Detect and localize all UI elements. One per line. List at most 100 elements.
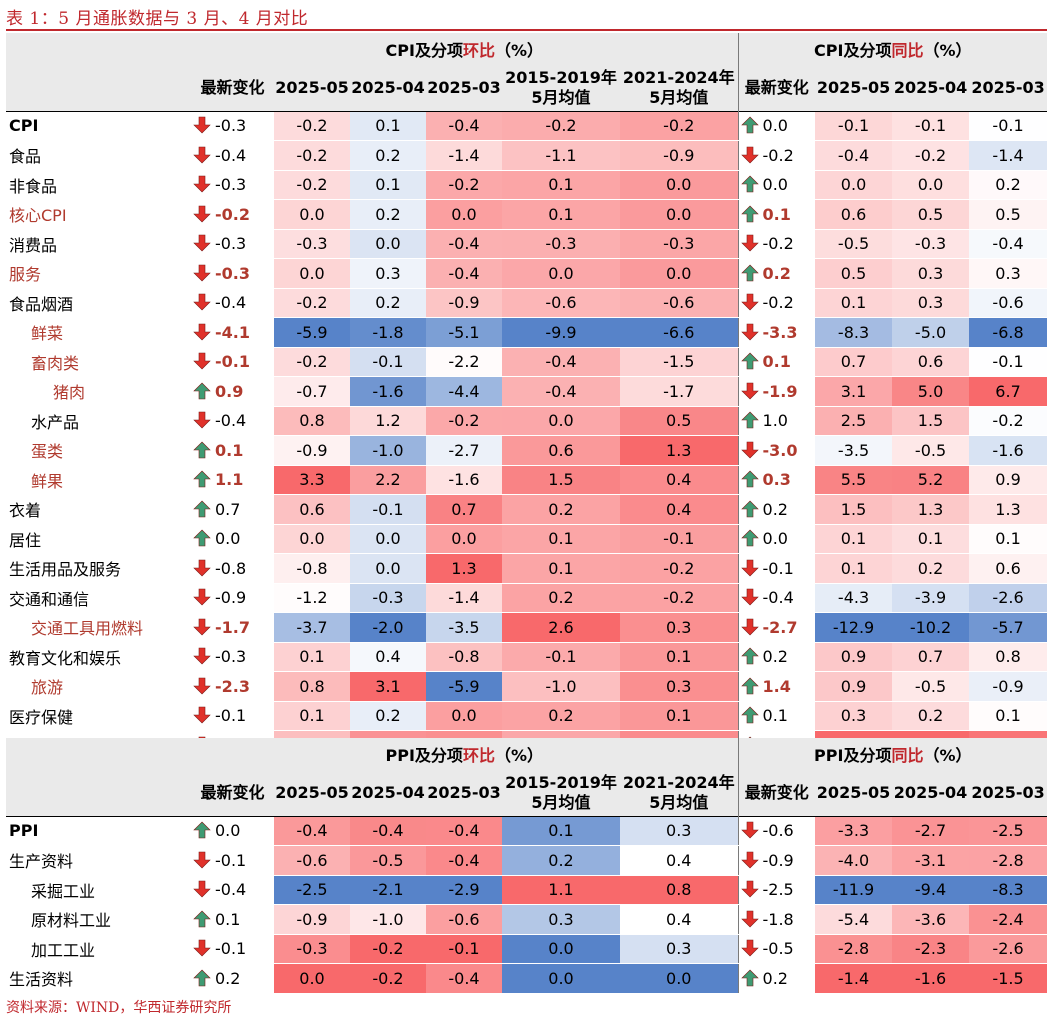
yoy-value-cell: 0.1: [815, 524, 893, 554]
column-header: 最新变化: [191, 770, 274, 816]
mom-value-cell: 0.2: [350, 701, 426, 731]
table-row: 教育文化和娱乐 -0.3 0.1 0.4 -0.8 -0.1 0.1 0.2 0.9 0.7 0.8: [6, 642, 1048, 672]
mom-value-cell: -6.6: [620, 317, 739, 348]
yoy-latest-change: 0.0: [738, 110, 816, 141]
mom-latest-change: -1.7: [191, 612, 274, 643]
yoy-value-cell: 0.6: [892, 347, 970, 377]
yoy-latest-change: -1.8: [738, 904, 816, 935]
mom-value-cell: 0.3: [620, 934, 739, 964]
mom-value-cell: -0.2: [426, 170, 502, 200]
mom-value-cell: -1.7: [620, 376, 739, 407]
mom-latest-change: 0.0: [191, 524, 274, 554]
yoy-value-cell: 5.5: [815, 465, 893, 495]
arrow-down-icon: [740, 382, 759, 400]
column-header: 2015-2019年 5月均值: [502, 770, 620, 816]
mom-value-cell: 1.3: [620, 435, 739, 466]
yoy-value-cell: -8.3: [815, 317, 893, 348]
mom-value-cell: 0.0: [274, 963, 350, 994]
mom-value-cell: -1.1: [502, 140, 620, 171]
mom-value-cell: -0.6: [620, 288, 739, 318]
arrow-up-icon: [193, 500, 211, 518]
yoy-latest-change: 1.4: [738, 671, 816, 702]
mom-value-cell: 0.3: [620, 671, 739, 702]
row-label: 衣着: [6, 494, 191, 525]
arrow-down-icon: [193, 880, 211, 898]
cpi-mom-group-header: CPI及分项环比（%）: [191, 33, 739, 65]
yoy-latest-change: 0.1: [738, 347, 816, 377]
mom-value-cell: -2.5: [274, 875, 350, 905]
yoy-value-cell: -0.2: [969, 406, 1048, 436]
mom-value-cell: 0.1: [350, 110, 426, 141]
mom-value-cell: -0.3: [274, 229, 350, 259]
row-label: 生活用品及服务: [6, 553, 191, 584]
mom-value-cell: 0.2: [502, 845, 620, 876]
mom-latest-change: -2.3: [191, 671, 274, 702]
mom-value-cell: -2.9: [426, 875, 502, 905]
mom-value-cell: 0.0: [502, 258, 620, 289]
mom-value-cell: -0.2: [620, 583, 739, 613]
row-label: 蛋类: [6, 435, 191, 466]
yoy-value-cell: 0.3: [969, 258, 1048, 289]
arrow-down-icon: [193, 588, 211, 606]
mom-value-cell: -0.8: [274, 553, 350, 584]
table-row: 鲜果 1.1 3.3 2.2 -1.6 1.5 0.4 0.3 5.5 5.2 0.9: [6, 465, 1048, 495]
arrow-up-icon: [740, 352, 759, 370]
arrow-down-icon: [740, 821, 759, 839]
row-label: 核心CPI: [6, 199, 191, 230]
mom-latest-change: 0.1: [191, 435, 274, 466]
mom-value-cell: -0.2: [274, 140, 350, 171]
mom-value-cell: 0.0: [502, 406, 620, 436]
yoy-latest-change: 0.1: [738, 701, 816, 731]
mom-value-cell: 0.1: [502, 170, 620, 200]
yoy-value-cell: -0.1: [892, 110, 970, 141]
arrow-down-icon: [193, 411, 211, 429]
arrow-down-icon: [193, 264, 211, 282]
yoy-value-cell: -1.4: [815, 963, 893, 994]
yoy-value-cell: -3.9: [892, 583, 970, 613]
table-row: 水产品 -0.4 0.8 1.2 -0.2 0.0 0.5 1.0 2.5 1.5 -0.2: [6, 406, 1048, 436]
table-row: 鲜菜 -4.1 -5.9 -1.8 -5.1 -9.9 -6.6 -3.3 -8.3 -5.0 -6…: [6, 317, 1048, 348]
yoy-value-cell: 0.9: [815, 671, 893, 702]
mom-value-cell: -0.4: [426, 110, 502, 141]
arrow-up-icon: [740, 647, 759, 665]
mom-value-cell: -0.2: [274, 110, 350, 141]
row-label: 鲜菜: [6, 317, 191, 348]
mom-latest-change: 1.1: [191, 465, 274, 495]
yoy-value-cell: 0.3: [815, 701, 893, 731]
mom-latest-change: -0.3: [191, 110, 274, 141]
yoy-value-cell: 0.3: [892, 288, 970, 318]
arrow-down-icon: [193, 116, 211, 134]
row-label: 医疗保健: [6, 701, 191, 731]
yoy-value-cell: 0.9: [969, 465, 1048, 495]
arrow-down-icon: [193, 559, 211, 577]
row-label: 居住: [6, 524, 191, 554]
mom-value-cell: 0.1: [620, 642, 739, 672]
yoy-value-cell: 1.5: [892, 406, 970, 436]
mom-value-cell: -0.3: [620, 229, 739, 259]
row-label: 旅游: [6, 671, 191, 702]
mom-value-cell: -1.6: [350, 376, 426, 407]
yoy-value-cell: 0.8: [969, 642, 1048, 672]
arrow-down-icon: [740, 851, 759, 869]
mom-value-cell: 0.0: [426, 199, 502, 230]
mom-value-cell: 0.6: [274, 494, 350, 525]
mom-value-cell: 2.2: [350, 465, 426, 495]
mom-latest-change: 0.2: [191, 963, 274, 994]
mom-value-cell: 0.1: [620, 701, 739, 731]
yoy-value-cell: 0.1: [969, 524, 1048, 554]
arrow-down-icon: [193, 618, 211, 636]
yoy-value-cell: -0.2: [892, 140, 970, 171]
yoy-value-cell: -1.5: [969, 963, 1048, 994]
mom-value-cell: 0.1: [502, 199, 620, 230]
mom-value-cell: 0.4: [620, 904, 739, 935]
mom-value-cell: -2.0: [350, 612, 426, 643]
yoy-value-cell: -0.5: [892, 671, 970, 702]
mom-latest-change: 0.7: [191, 494, 274, 525]
row-label: 水产品: [6, 406, 191, 436]
row-label: 猪肉: [6, 376, 191, 407]
yoy-latest-change: 0.2: [738, 494, 816, 525]
column-header: 2025-05: [815, 770, 893, 816]
mom-value-cell: -0.2: [274, 347, 350, 377]
yoy-latest-change: -2.5: [738, 875, 816, 905]
mom-value-cell: -1.4: [426, 583, 502, 613]
